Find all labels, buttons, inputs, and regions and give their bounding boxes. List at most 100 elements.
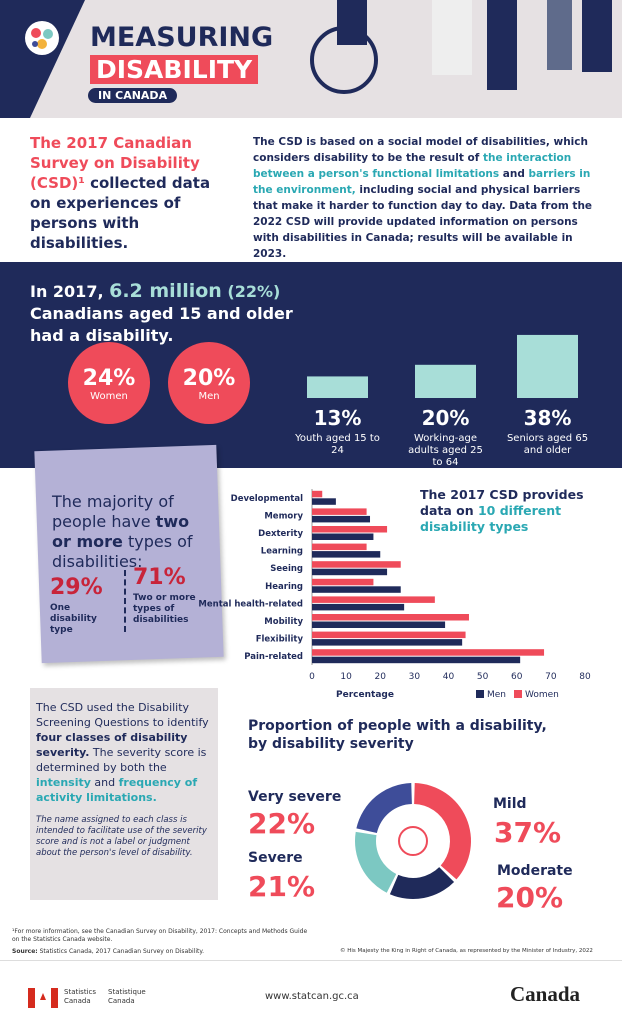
title: DISABILITY [90, 55, 259, 84]
highlight: the interaction between a person's funct… [253, 152, 572, 180]
text: The CSD used the Disability Screening Qu… [36, 701, 209, 729]
bar [307, 376, 368, 398]
subtitle: IN CANADA [88, 88, 178, 103]
highlight: barriers in the environment, [253, 168, 591, 196]
sex-circle: 20% Men [168, 342, 250, 424]
value-label: 20% [422, 406, 470, 430]
category-label: Seniors aged 65 and older [506, 433, 589, 456]
text: The severity score is determined by both… [36, 746, 207, 774]
agency: Statistique Canada [108, 988, 146, 1005]
bar [312, 603, 405, 611]
bar [312, 515, 371, 523]
x-tick-label: 0 [309, 672, 315, 682]
bar [312, 490, 323, 498]
category-label: Working-age adults aged 25 to 64 [408, 433, 483, 468]
bold: four classes of disability severity. [36, 731, 188, 759]
bar [517, 334, 578, 398]
bar [312, 508, 367, 515]
icon [398, 826, 428, 856]
slice-label: Very severe [248, 789, 341, 805]
bar [312, 561, 401, 568]
text: The 2017 CSD provides data on [420, 487, 584, 518]
bar [312, 526, 388, 533]
highlight: 10 different disability types [420, 503, 562, 534]
footnote: ¹For more information, see the Canadian … [12, 928, 308, 943]
text: and [90, 776, 119, 789]
sex-circle: 24% Women [68, 342, 150, 424]
bar [415, 364, 476, 398]
bar [312, 586, 401, 593]
x-tick-label: 30 [409, 672, 421, 682]
bar [312, 656, 521, 664]
x-tick-label: 10 [340, 672, 352, 682]
legend-label: Women [525, 690, 559, 700]
highlight: 6.2 million [109, 280, 222, 302]
source-text: Statistics Canada, 2017 Canadian Survey … [39, 948, 205, 955]
y-tick-label: Dexterity [258, 529, 303, 539]
donut-slice [414, 783, 471, 880]
copyright: © His Majesty the King in Right of Canad… [340, 948, 593, 954]
donut-slice [356, 783, 412, 833]
majority-label: Two or more types of disabilities [133, 593, 196, 625]
title: MEASURING [90, 22, 274, 53]
footer-bar [0, 960, 622, 1024]
divider [124, 570, 127, 632]
legend-swatch [476, 690, 484, 698]
majority-label: One disability type [50, 603, 97, 635]
text: including social and physical barriers t… [253, 184, 593, 260]
slice-label: Severe [248, 850, 303, 866]
bar [312, 596, 435, 603]
source-label: Source: [12, 948, 38, 955]
highlight: intensity [36, 776, 91, 789]
bold: two or more [52, 512, 190, 551]
bar [312, 551, 381, 558]
legend-label: Men [487, 690, 506, 700]
header-illustration [310, 0, 612, 94]
y-tick-label: Flexibility [256, 635, 304, 645]
sex-value: 20% [182, 366, 236, 391]
chart-title: The 2017 CSD provides data on 10 differe… [420, 487, 600, 535]
sex-value: 24% [82, 366, 136, 391]
text: In 2017, [30, 282, 104, 301]
text: Canadians aged 15 and older had a disabi… [30, 304, 293, 345]
highlight: frequency of activity limitations. [36, 776, 198, 804]
intro-heading-navy: collected data on experiences of persons… [30, 174, 211, 252]
x-tick-label: 80 [579, 672, 591, 682]
bar [312, 649, 545, 656]
wordmark: Canada [510, 982, 581, 1006]
y-tick-label: Developmental [231, 494, 303, 504]
x-tick-label: 70 [545, 672, 557, 682]
highlight: (22%) [227, 282, 281, 301]
text: The CSD is based on a social model of di… [253, 136, 588, 164]
x-tick-label: 40 [443, 672, 455, 682]
bar [312, 533, 374, 540]
x-tick-label: 60 [511, 672, 523, 682]
legend-swatch [514, 690, 522, 698]
x-axis-label: Percentage [336, 690, 394, 700]
slice-value: 21% [248, 870, 315, 903]
majority-value: 71% [133, 565, 186, 590]
sex-label: Men [198, 391, 220, 402]
header-diagonal [0, 0, 85, 118]
intro-heading-red: The 2017 Canadian Survey on Disability (… [30, 134, 200, 192]
x-tick-label: 50 [477, 672, 489, 682]
url: www.statcan.gc.ca [265, 991, 359, 1002]
category-label: Seniors aged 65 and older [506, 433, 589, 456]
y-tick-label: Memory [264, 511, 303, 521]
donut-slice [389, 867, 455, 899]
source: Source: Statistics Canada, 2017 Canadian… [12, 948, 332, 955]
majority-text: The majority of people have two or more … [52, 492, 212, 572]
y-tick-label: Mobility [264, 617, 303, 627]
prevalence-text: In 2017, 6.2 million (22%) Canadians age… [30, 280, 320, 347]
bar [312, 621, 446, 628]
category-label: Youth aged 15 to 24 [295, 433, 380, 456]
text: types of disabilities: [52, 532, 193, 571]
category-label: Working-age adults aged 25 to 64 [408, 433, 483, 468]
category-label: Youth aged 15 to 24 [295, 433, 380, 456]
y-tick-label: Hearing [265, 582, 303, 592]
bar [312, 639, 463, 646]
majority-value: 29% [50, 575, 103, 600]
y-tick-label: Mental health-related [198, 599, 303, 609]
